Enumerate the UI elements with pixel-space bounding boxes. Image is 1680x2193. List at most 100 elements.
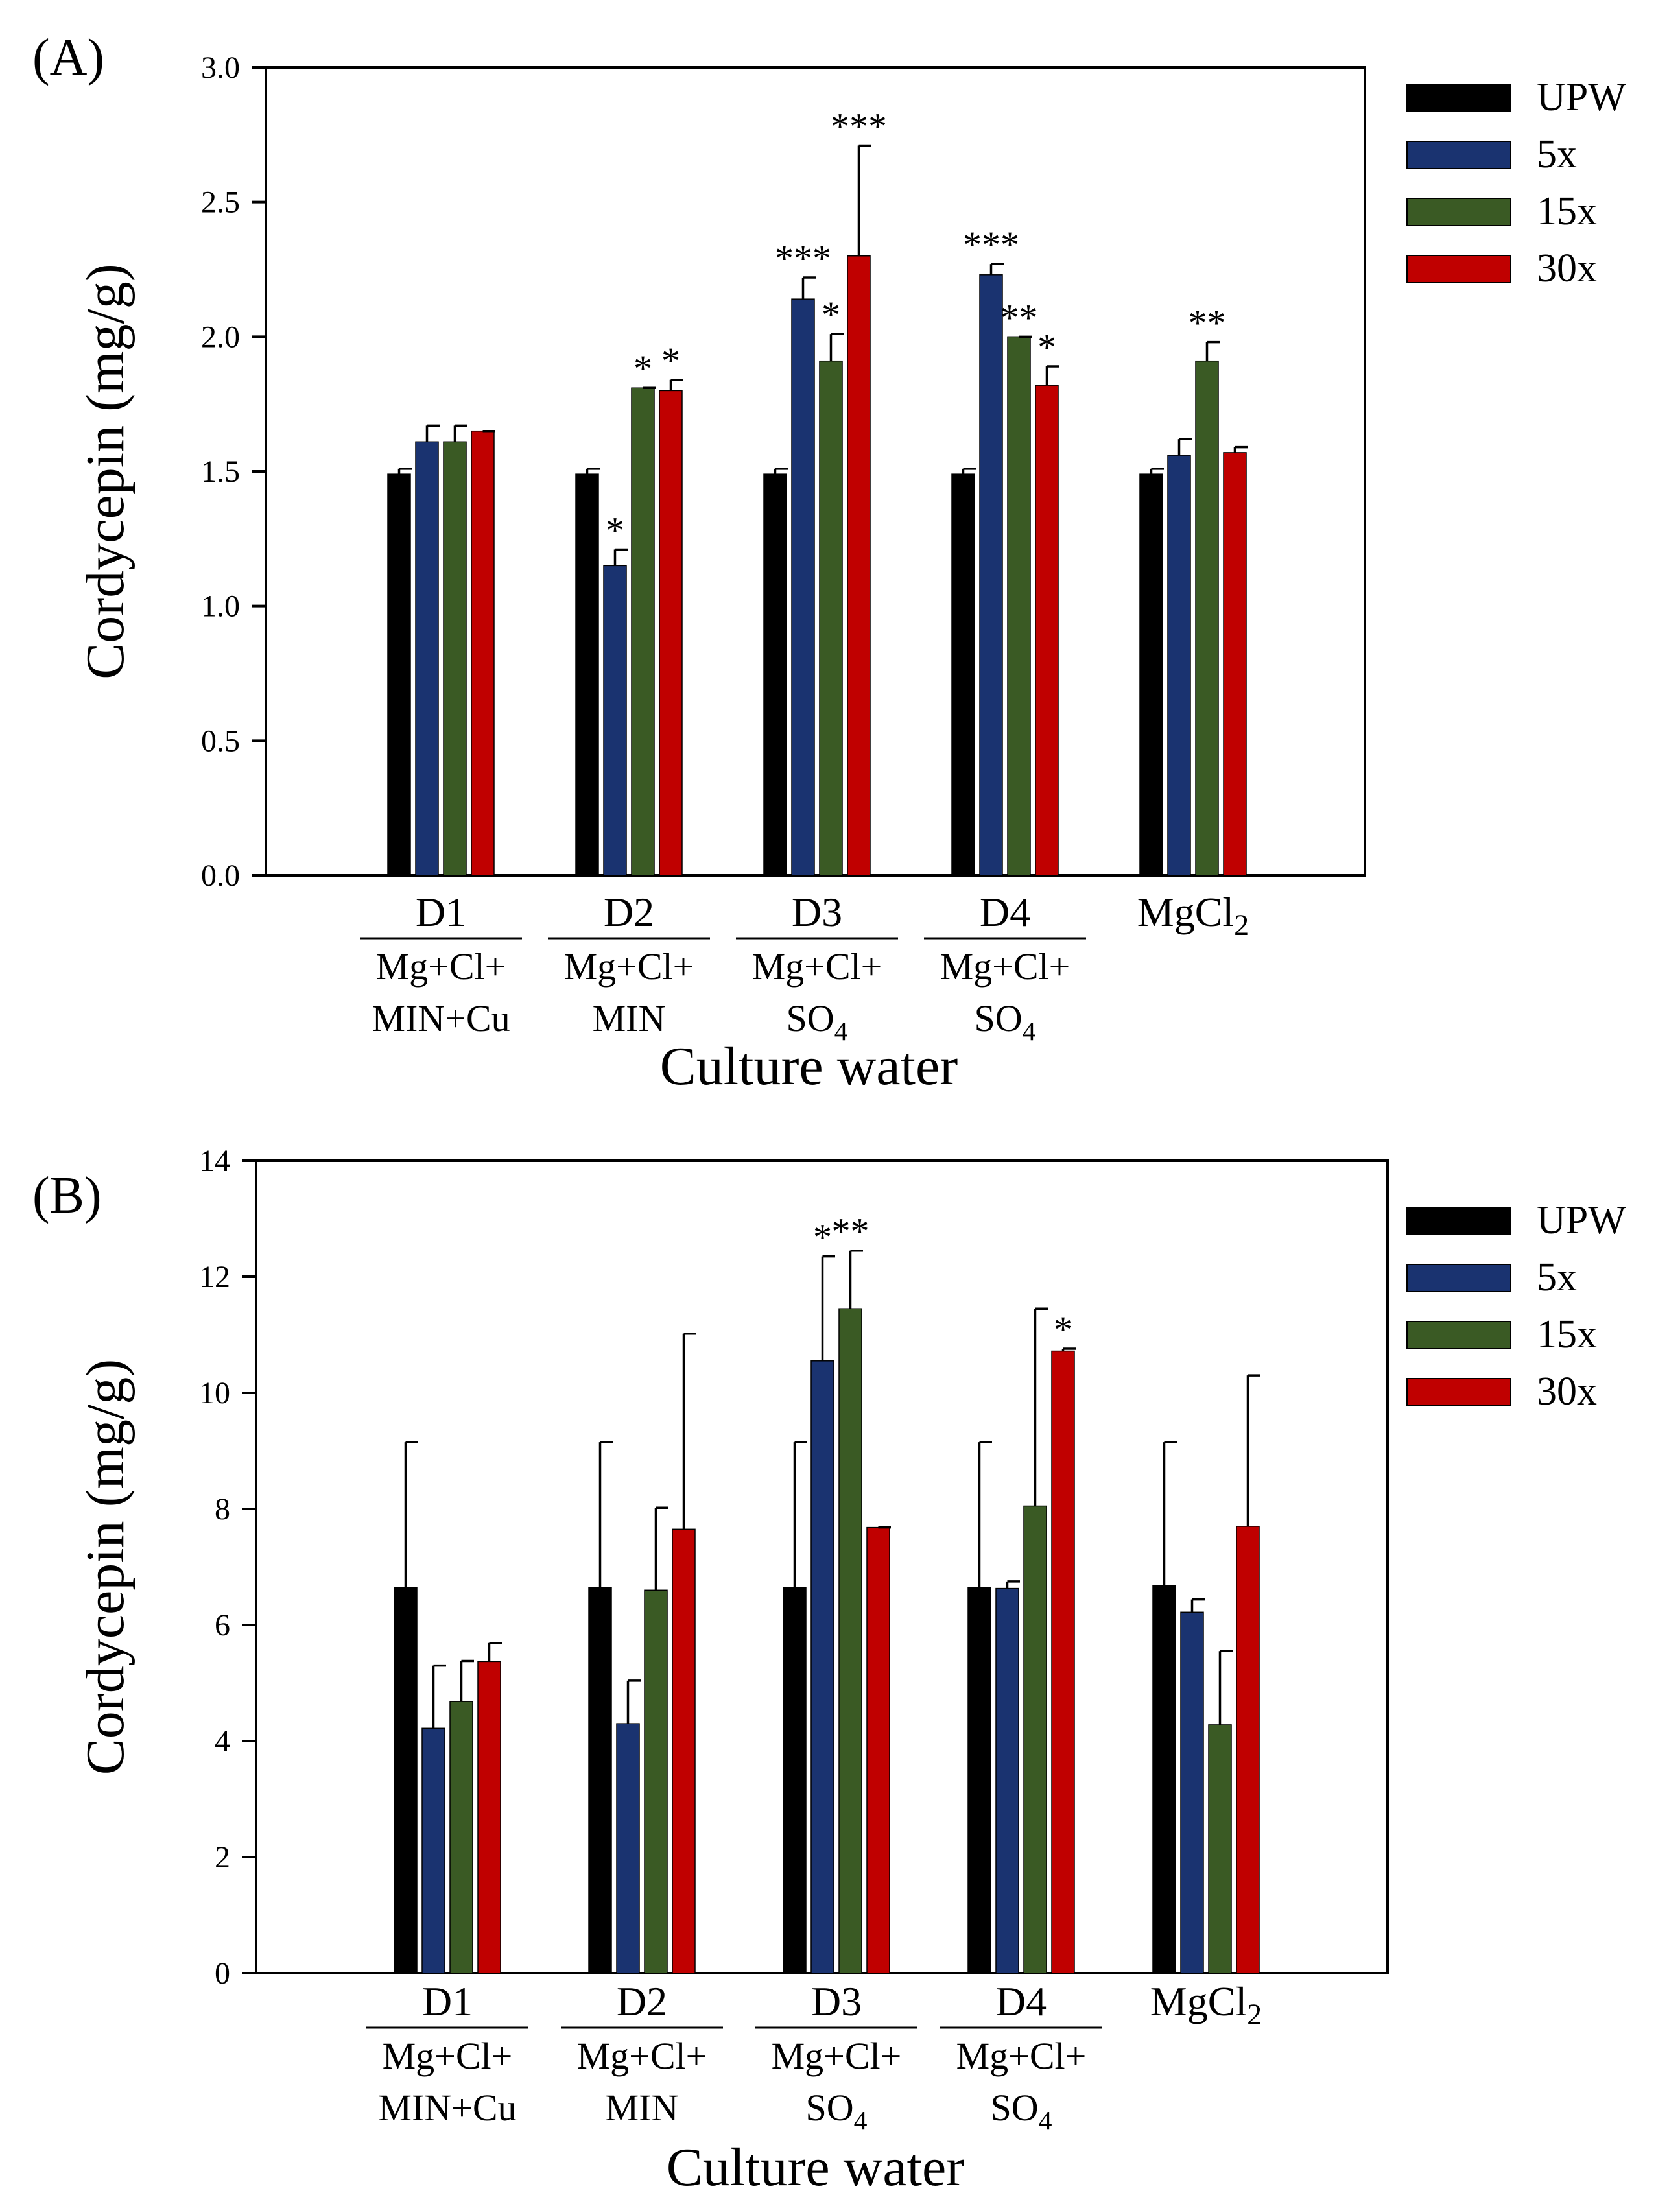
bar xyxy=(951,473,975,876)
group-composition: Mg+Cl+ xyxy=(577,2035,707,2077)
legend-label: UPW xyxy=(1537,75,1626,119)
bar xyxy=(575,473,599,876)
group-composition: Mg+Cl+ xyxy=(564,945,694,988)
significance-label: * xyxy=(661,340,680,382)
bar xyxy=(1051,1350,1075,1974)
bar xyxy=(659,390,683,876)
legend-swatch xyxy=(1406,1321,1511,1349)
group-composition: MIN+Cu xyxy=(378,2087,516,2129)
bar xyxy=(838,1308,862,1974)
y-tick-label: 8 xyxy=(215,1492,230,1526)
y-tick-label: 4 xyxy=(215,1724,230,1759)
significance-label: *** xyxy=(775,237,831,279)
significance-label: * xyxy=(813,1216,832,1259)
x-axis-label: Culture water xyxy=(667,2137,965,2193)
bar xyxy=(672,1528,696,1974)
bar xyxy=(415,441,439,876)
significance-label: *** xyxy=(831,105,887,147)
bar xyxy=(421,1727,445,1974)
bar xyxy=(1139,473,1163,876)
group-composition: Mg+Cl+ xyxy=(752,945,882,988)
significance-label: ** xyxy=(832,1211,870,1253)
panel-b: (B) 0 2 4 6 8 10 12 14 Cordycepin (mg/g) D1 Mg+Cl+ M… xyxy=(32,1144,1626,2193)
group-label: D4 xyxy=(996,1978,1047,2024)
y-tick-label: 10 xyxy=(199,1376,230,1410)
y-axis-label: Cordycepin (mg/g) xyxy=(75,1359,136,1775)
legend-label: UPW xyxy=(1537,1198,1626,1242)
legend-swatch xyxy=(1406,1207,1511,1235)
legend-swatch xyxy=(1406,255,1511,283)
panel-label: (A) xyxy=(32,29,104,86)
bar xyxy=(1236,1526,1260,1974)
group-label: D2 xyxy=(617,1978,667,2024)
bar xyxy=(387,473,411,876)
bar xyxy=(449,1701,473,1974)
bar xyxy=(783,1587,807,1974)
legend-swatch xyxy=(1406,198,1511,226)
bar xyxy=(477,1661,501,1974)
legend-label: 30x xyxy=(1537,1369,1597,1414)
group-composition: SO4 xyxy=(974,997,1035,1047)
group-composition: MIN xyxy=(593,997,666,1039)
group-label: D4 xyxy=(980,889,1030,935)
bar xyxy=(1007,336,1031,876)
group-composition: SO4 xyxy=(786,997,847,1047)
group-composition: SO4 xyxy=(990,2087,1052,2136)
bar xyxy=(995,1587,1019,1974)
bar xyxy=(471,430,495,876)
y-tick-label: 0 xyxy=(215,1956,230,1991)
significance-label: * xyxy=(822,294,840,336)
significance-label: * xyxy=(606,509,624,551)
y-tick-label: 14 xyxy=(199,1144,230,1178)
group-label: D3 xyxy=(811,1978,862,2024)
legend-swatch xyxy=(1406,84,1511,112)
bar xyxy=(588,1587,612,1974)
legend-label: 5x xyxy=(1537,132,1577,176)
group-composition: Mg+Cl+ xyxy=(956,2035,1087,2077)
y-tick-label: 2.0 xyxy=(201,320,240,354)
y-axis-label: Cordycepin (mg/g) xyxy=(75,263,136,680)
y-tick-label: 1.5 xyxy=(201,455,240,489)
bar xyxy=(603,565,627,876)
bar xyxy=(1167,455,1191,876)
bar xyxy=(443,441,467,876)
bar xyxy=(1195,360,1219,876)
group-composition: MIN xyxy=(606,2087,679,2129)
significance-label: ** xyxy=(1000,296,1038,338)
panel-label: (B) xyxy=(32,1167,102,1224)
y-tick-label: 3.0 xyxy=(201,51,240,85)
significance-label: ** xyxy=(1189,302,1226,344)
bar xyxy=(819,360,843,876)
legend-swatch xyxy=(1406,1378,1511,1406)
bar xyxy=(763,473,787,876)
bar xyxy=(791,298,815,876)
group-composition: Mg+Cl+ xyxy=(772,2035,902,2077)
bar xyxy=(1152,1585,1176,1974)
bar xyxy=(644,1589,668,1974)
bar xyxy=(1035,385,1059,876)
y-tick-label: 6 xyxy=(215,1608,230,1642)
y-tick-label: 0.5 xyxy=(201,724,240,758)
legend-swatch xyxy=(1406,141,1511,169)
bar xyxy=(1180,1611,1204,1974)
bar xyxy=(847,255,871,876)
group-composition: MIN+Cu xyxy=(372,997,510,1039)
bar xyxy=(810,1360,834,1974)
significance-label: *** xyxy=(963,224,1019,266)
bar xyxy=(967,1587,991,1974)
y-tick-label: 1.0 xyxy=(201,589,240,624)
group-composition: Mg+Cl+ xyxy=(940,945,1071,988)
group-composition: SO4 xyxy=(805,2087,867,2136)
bar xyxy=(631,387,655,876)
significance-label: * xyxy=(1037,326,1056,368)
legend-swatch xyxy=(1406,1264,1511,1292)
group-label: D3 xyxy=(792,889,842,935)
legend-label: 5x xyxy=(1537,1255,1577,1299)
legend-label: 15x xyxy=(1537,189,1597,233)
legend-label: 30x xyxy=(1537,246,1597,290)
legend-label: 15x xyxy=(1537,1312,1597,1357)
group-label: D1 xyxy=(422,1978,473,2024)
bar xyxy=(1223,452,1247,876)
y-tick-label: 2 xyxy=(215,1840,230,1875)
